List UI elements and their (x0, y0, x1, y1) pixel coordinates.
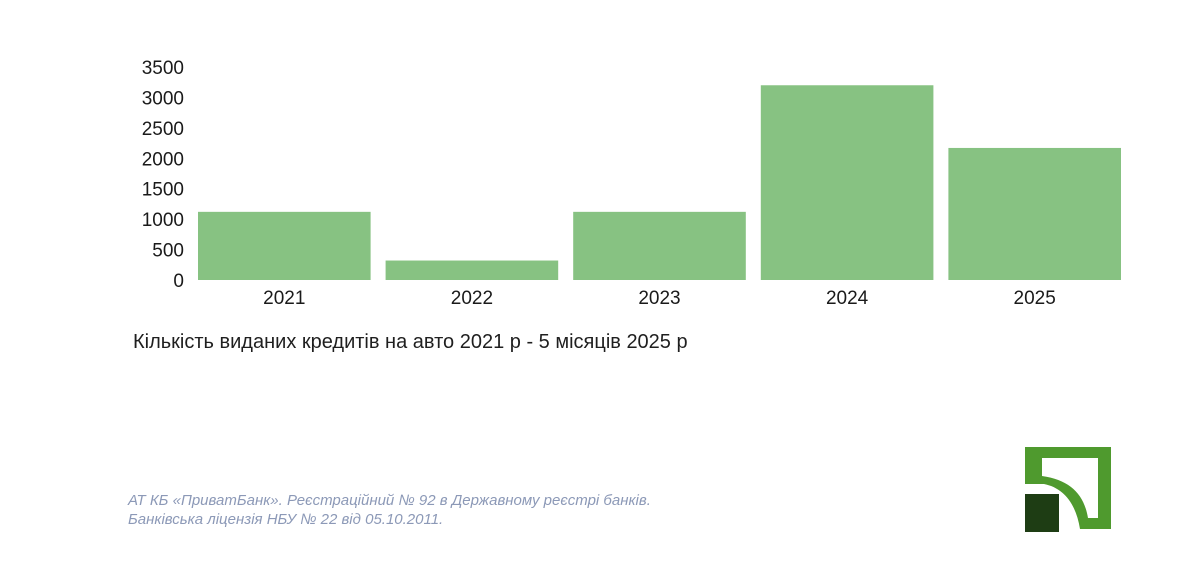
y-axis-ticks: 0 500 1000 1500 2000 2500 3000 3500 (142, 58, 184, 292)
legal-notice: АТ КБ «ПриватБанк». Реєстраційний № 92 в… (128, 491, 651, 529)
y-tick-label: 3500 (142, 58, 184, 79)
x-tick-label: 2022 (451, 288, 493, 309)
y-tick-label: 2500 (142, 119, 184, 140)
bar-2025 (948, 147, 1121, 280)
y-tick-label: 1000 (142, 210, 184, 231)
x-tick-label: 2021 (263, 288, 305, 309)
y-tick-label: 0 (173, 271, 184, 292)
chart-title: Кількість виданих кредитів на авто 2021 … (133, 331, 688, 353)
bar-2021 (198, 211, 371, 280)
bars (198, 85, 1121, 280)
x-axis-ticks: 2021 2022 2023 2024 2025 (263, 288, 1056, 309)
y-tick-label: 3000 (142, 88, 184, 109)
legal-line-registration: АТ КБ «ПриватБанк». Реєстраційний № 92 в… (128, 492, 651, 509)
y-tick-label: 1500 (142, 180, 184, 201)
bar-2024 (760, 85, 934, 280)
y-tick-label: 500 (152, 241, 184, 262)
x-tick-label: 2025 (1014, 288, 1056, 309)
y-tick-label: 2000 (142, 149, 184, 170)
bar-2022 (385, 260, 559, 280)
legal-line-license: Банківська ліцензія НБУ № 22 від 05.10.2… (128, 511, 444, 528)
privatbank-logo-icon (1025, 447, 1111, 532)
x-tick-label: 2023 (638, 288, 680, 309)
x-tick-label: 2024 (826, 288, 869, 309)
bar-2023 (573, 211, 746, 280)
